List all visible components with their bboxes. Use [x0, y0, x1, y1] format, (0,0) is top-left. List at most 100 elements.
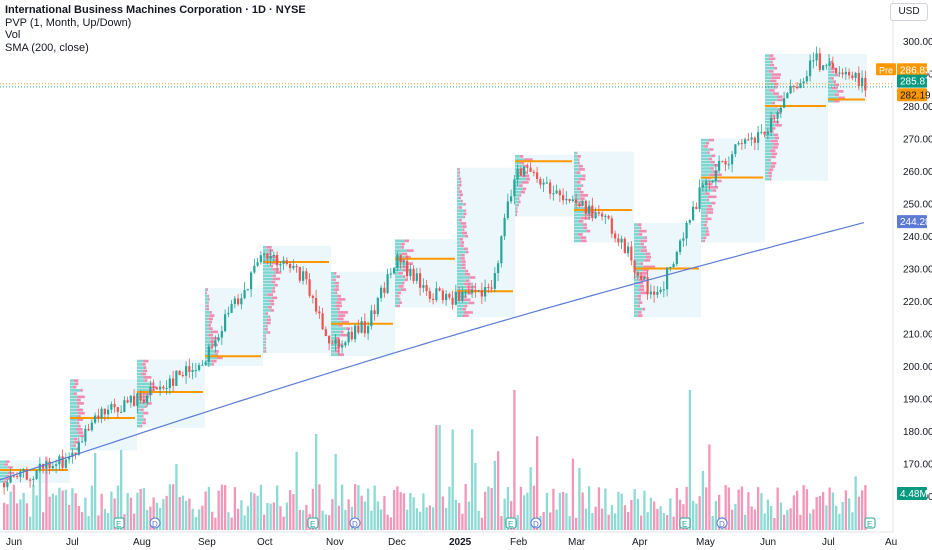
- profile-bar-down: [150, 382, 155, 386]
- profile-bar-down: [639, 226, 642, 230]
- dividend-letter: D: [152, 520, 158, 529]
- profile-bar-up: [137, 398, 143, 402]
- candle-body: [214, 340, 217, 347]
- volume-bar: [409, 493, 412, 530]
- candle-body: [386, 274, 389, 293]
- candle-body: [237, 298, 240, 305]
- volume-bar: [204, 491, 207, 530]
- profile-bar-up: [574, 239, 581, 243]
- candle-body: [740, 143, 743, 145]
- profile-bar-down: [334, 272, 337, 275]
- candle-body: [607, 215, 610, 219]
- indicator-vol[interactable]: Vol: [5, 29, 21, 41]
- profile-bar-down: [712, 189, 717, 192]
- profile-bar-up: [331, 288, 335, 291]
- profile-bar-down: [579, 203, 583, 207]
- candle-body: [155, 387, 158, 390]
- volume-bar: [357, 485, 360, 530]
- profile-bar-down: [769, 149, 776, 152]
- profile-bar-up: [765, 54, 770, 57]
- volume-bar: [464, 484, 467, 530]
- profile-bar-down: [335, 350, 340, 353]
- volume-bar: [581, 492, 584, 530]
- volume-bar: [597, 487, 601, 530]
- symbol-title[interactable]: International Business Machines Corporat…: [5, 4, 306, 16]
- profile-bar-up: [395, 301, 400, 304]
- volume-bar: [484, 491, 487, 530]
- profile-bar-up: [331, 340, 337, 343]
- profile-bar-down: [462, 295, 467, 298]
- profile-bar-up: [331, 320, 342, 324]
- candle-body: [620, 238, 623, 243]
- profile-bar-up: [263, 252, 269, 255]
- profile-bar-down: [461, 260, 466, 263]
- candle-body: [770, 117, 773, 132]
- candle-body: [250, 272, 253, 290]
- profile-bar-down: [711, 154, 716, 158]
- profile-bar-down: [709, 148, 714, 151]
- profile-bar-down: [6, 460, 10, 463]
- profile-bar-up: [205, 314, 210, 317]
- candle-body: [126, 400, 129, 403]
- candle-body: [32, 478, 35, 480]
- currency-button[interactable]: USD: [890, 3, 928, 21]
- profile-bar-up: [457, 193, 460, 197]
- volume-bar: [471, 429, 474, 530]
- profile-bar-down: [703, 223, 707, 227]
- profile-bar-up: [515, 194, 520, 197]
- profile-bar-up: [331, 350, 336, 353]
- volume-bar: [448, 486, 451, 530]
- profile-bar-down: [272, 268, 280, 271]
- profile-bar-up: [70, 421, 78, 425]
- indicator-sma[interactable]: SMA (200, close): [5, 41, 89, 54]
- profile-bar-up: [0, 460, 7, 463]
- candle-body: [321, 313, 324, 330]
- candle-body: [630, 246, 633, 261]
- profile-bar-down: [777, 111, 782, 114]
- volume-bar: [656, 509, 659, 530]
- profile-bar-down: [578, 164, 583, 168]
- profile-bar-down: [269, 299, 274, 303]
- profile-bar-up: [634, 291, 641, 295]
- profile-bar-up: [828, 99, 834, 103]
- profile-bar-up: [70, 428, 77, 431]
- profile-bar-up: [70, 402, 78, 405]
- candle-body: [97, 415, 100, 419]
- profile-bar-down: [774, 66, 778, 70]
- volume-bar: [549, 512, 552, 530]
- candle-body: [688, 220, 691, 223]
- profile-bar-down: [769, 177, 772, 181]
- volume-bar: [412, 497, 415, 530]
- profile-bar-up: [395, 291, 399, 295]
- volume-bar: [120, 450, 123, 530]
- profile-bar-up: [574, 216, 581, 220]
- profile-bar-down: [8, 471, 15, 475]
- candle-body: [74, 452, 77, 455]
- profile-bar-down: [398, 285, 404, 288]
- profile-bar-down: [519, 184, 523, 187]
- profile-bar-down: [642, 307, 646, 311]
- candle-body: [682, 238, 685, 241]
- profile-bar-down: [272, 287, 275, 290]
- profile-bar-down: [266, 246, 272, 249]
- profile-bar-down: [637, 294, 641, 298]
- volume-bar: [22, 492, 25, 530]
- profile-bar-up: [765, 82, 774, 86]
- candle-body: [838, 72, 841, 74]
- candle-body: [84, 428, 87, 442]
- profile-bar-down: [76, 398, 81, 402]
- profile-bar-down: [142, 421, 146, 425]
- profile-bar-down: [140, 424, 143, 428]
- indicator-pvp[interactable]: PVP (1, Month, Up/Down): [5, 16, 132, 29]
- candle-body: [669, 267, 672, 269]
- candle-body: [812, 60, 815, 62]
- volume-bar: [250, 492, 253, 530]
- candle-body: [578, 203, 581, 206]
- volume-bar: [149, 506, 152, 530]
- candle-body: [113, 404, 116, 408]
- candle-body: [523, 166, 526, 176]
- candle-body: [854, 72, 857, 78]
- candle-body: [380, 287, 383, 298]
- profile-bar-down: [401, 242, 405, 246]
